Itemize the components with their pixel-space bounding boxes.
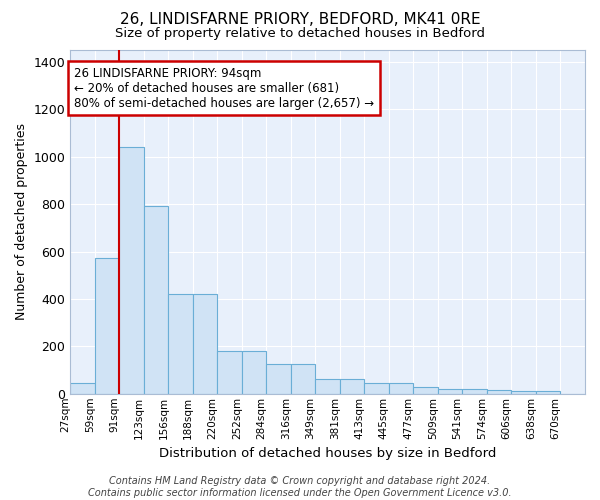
Text: 26, LINDISFARNE PRIORY, BEDFORD, MK41 0RE: 26, LINDISFARNE PRIORY, BEDFORD, MK41 0R… — [119, 12, 481, 28]
Bar — [536, 392, 560, 394]
X-axis label: Distribution of detached houses by size in Bedford: Distribution of detached houses by size … — [159, 447, 496, 460]
Bar — [119, 147, 144, 394]
Bar — [364, 382, 389, 394]
Bar — [193, 294, 217, 394]
Bar — [340, 379, 364, 394]
Bar — [144, 206, 169, 394]
Text: Size of property relative to detached houses in Bedford: Size of property relative to detached ho… — [115, 28, 485, 40]
Bar — [413, 388, 438, 394]
Bar — [169, 294, 193, 394]
Text: 26 LINDISFARNE PRIORY: 94sqm
← 20% of detached houses are smaller (681)
80% of s: 26 LINDISFARNE PRIORY: 94sqm ← 20% of de… — [74, 66, 374, 110]
Text: Contains HM Land Registry data © Crown copyright and database right 2024.
Contai: Contains HM Land Registry data © Crown c… — [88, 476, 512, 498]
Bar — [438, 388, 463, 394]
Bar — [487, 390, 511, 394]
Bar — [70, 382, 95, 394]
Bar — [316, 379, 340, 394]
Bar — [511, 392, 536, 394]
Bar — [95, 258, 119, 394]
Bar — [291, 364, 316, 394]
Bar — [242, 350, 266, 394]
Y-axis label: Number of detached properties: Number of detached properties — [15, 124, 28, 320]
Bar — [266, 364, 291, 394]
Bar — [217, 350, 242, 394]
Bar — [463, 388, 487, 394]
Bar — [389, 382, 413, 394]
